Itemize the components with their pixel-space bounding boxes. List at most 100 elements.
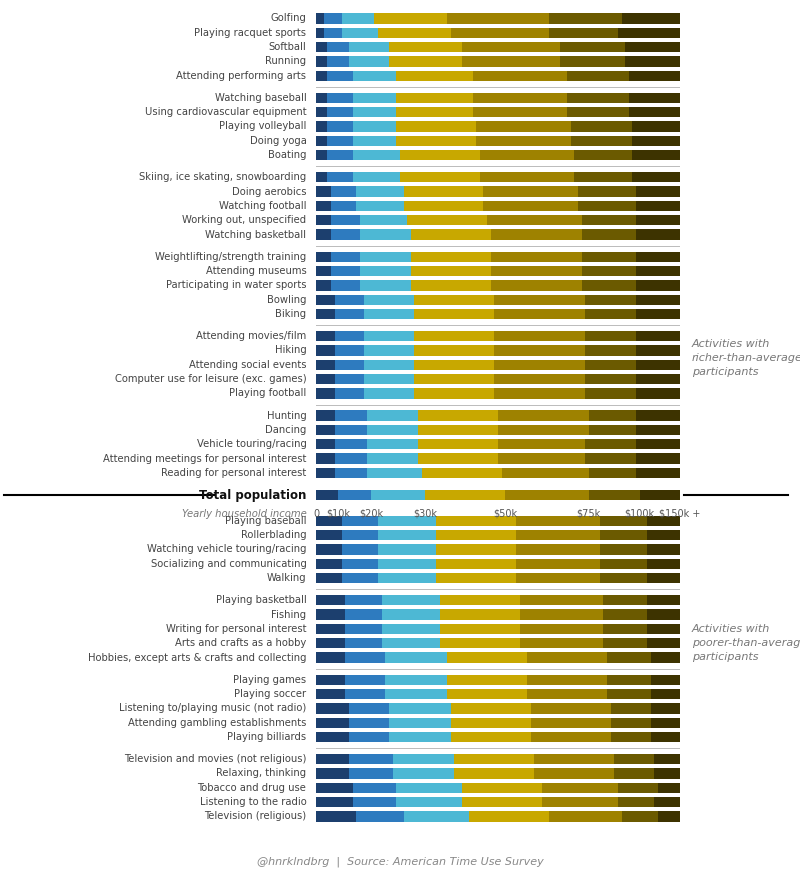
Bar [610, 703, 650, 713]
Bar [334, 374, 363, 384]
Bar [331, 186, 356, 197]
Text: Writing for personal interest: Writing for personal interest [166, 624, 306, 634]
Bar [603, 624, 647, 634]
Text: Attending social events: Attending social events [189, 360, 306, 370]
Bar [640, 490, 680, 500]
Bar [462, 797, 542, 807]
Bar [567, 107, 629, 118]
Bar [349, 768, 393, 779]
Bar [436, 573, 516, 584]
Bar [473, 107, 567, 118]
Text: Reading for personal interest: Reading for personal interest [161, 468, 306, 478]
Bar [342, 558, 378, 569]
Bar [498, 454, 585, 463]
Bar [647, 558, 680, 569]
Bar [473, 71, 567, 81]
Text: Attending movies/film: Attending movies/film [196, 331, 306, 341]
Bar [316, 266, 331, 276]
Bar [589, 468, 636, 478]
Bar [316, 150, 327, 160]
Bar [654, 754, 680, 765]
Bar [316, 309, 334, 319]
Bar [534, 768, 614, 779]
Bar [324, 13, 342, 24]
Bar [483, 186, 578, 197]
Bar [342, 28, 378, 37]
Bar [316, 201, 331, 211]
Bar [607, 689, 650, 699]
Bar [454, 754, 534, 765]
Bar [316, 172, 327, 182]
Bar [516, 573, 600, 584]
Bar [316, 331, 334, 341]
Bar [356, 811, 403, 821]
Text: Biking: Biking [275, 309, 306, 319]
Bar [574, 172, 633, 182]
Bar [316, 42, 327, 52]
Bar [440, 638, 520, 648]
Bar [647, 544, 680, 555]
Bar [331, 201, 356, 211]
Bar [607, 652, 650, 663]
Text: Attending gambling establishments: Attending gambling establishments [128, 718, 306, 727]
Bar [625, 57, 680, 66]
Text: Arts and crafts as a hobby: Arts and crafts as a hobby [175, 638, 306, 648]
Text: Yearly household income: Yearly household income [182, 509, 306, 519]
Text: Television (religious): Television (religious) [204, 812, 306, 821]
Text: Attending performing arts: Attending performing arts [176, 71, 306, 81]
Bar [600, 516, 647, 526]
Bar [440, 624, 520, 634]
Bar [636, 331, 680, 341]
Bar [393, 754, 454, 765]
Bar [374, 13, 447, 24]
Bar [650, 689, 680, 699]
Bar [353, 71, 396, 81]
Text: Listening to the radio: Listening to the radio [200, 797, 306, 807]
Text: Playing games: Playing games [234, 675, 306, 685]
Bar [316, 71, 327, 81]
Bar [316, 768, 349, 779]
Text: Watching baseball: Watching baseball [214, 93, 306, 103]
Bar [650, 674, 680, 685]
Bar [316, 718, 349, 728]
Bar [367, 439, 418, 449]
Bar [363, 345, 414, 355]
Bar [494, 331, 585, 341]
Bar [349, 718, 389, 728]
Text: Using cardiovascular equipment: Using cardiovascular equipment [145, 107, 306, 118]
Bar [636, 439, 680, 449]
Bar [636, 280, 680, 291]
Bar [414, 309, 494, 319]
Bar [542, 783, 618, 793]
Bar [490, 266, 582, 276]
Bar [450, 732, 530, 742]
Bar [316, 410, 334, 421]
Text: $10k: $10k [326, 509, 350, 519]
Bar [527, 652, 607, 663]
Bar [440, 595, 520, 605]
Bar [316, 638, 346, 648]
Text: $50k: $50k [494, 509, 518, 519]
Bar [353, 797, 396, 807]
Bar [389, 732, 450, 742]
Bar [549, 28, 618, 37]
Bar [331, 266, 360, 276]
Bar [636, 410, 680, 421]
Bar [473, 92, 567, 103]
Text: Working out, unspecified: Working out, unspecified [182, 215, 306, 226]
Bar [349, 703, 389, 713]
Bar [353, 136, 396, 146]
Bar [316, 107, 327, 118]
Bar [585, 345, 636, 355]
Text: @hnrklndbrg  |  Source: American Time Use Survey: @hnrklndbrg | Source: American Time Use … [257, 856, 543, 867]
Bar [327, 71, 353, 81]
Bar [360, 229, 411, 240]
Bar [411, 266, 490, 276]
Bar [578, 201, 636, 211]
Bar [585, 454, 636, 463]
Text: $75k: $75k [577, 509, 601, 519]
Bar [363, 388, 414, 399]
Bar [334, 345, 363, 355]
Bar [316, 783, 353, 793]
Bar [316, 468, 334, 478]
